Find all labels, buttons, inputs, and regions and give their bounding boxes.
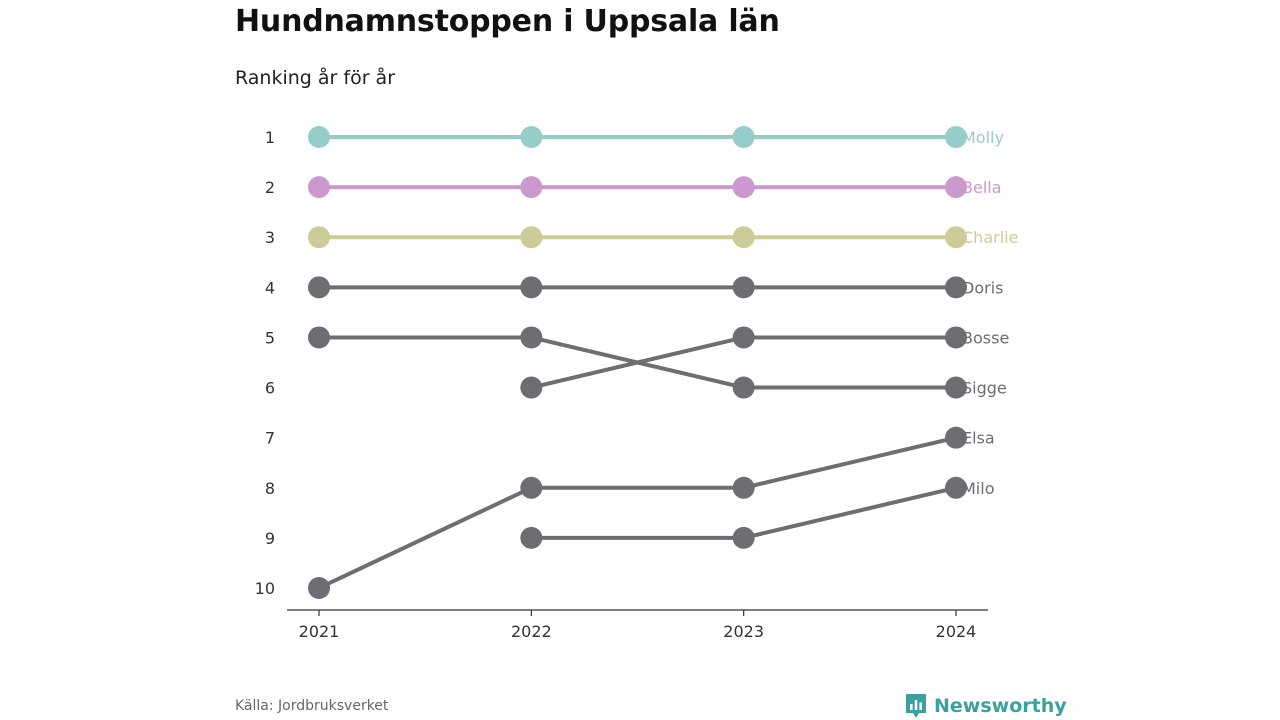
data-point-charlie bbox=[732, 226, 755, 249]
data-point-milo bbox=[732, 526, 755, 549]
y-axis-ticks: 1 2 3 4 5 6 7 8 9 10 bbox=[255, 128, 275, 598]
y-tick-label: 1 bbox=[265, 128, 275, 147]
data-point-bosse bbox=[945, 326, 967, 349]
data-point-milo bbox=[945, 476, 967, 499]
bump-chart: 1 2 3 4 5 6 7 8 9 10 2021 2022 2023 2024 Doris Bosse S… bbox=[255, 126, 1018, 641]
data-point-milo bbox=[520, 526, 543, 549]
y-tick-label: 10 bbox=[255, 579, 275, 598]
series-line-elsa bbox=[317, 435, 958, 590]
data-point-elsa bbox=[308, 577, 330, 599]
series-label-bosse: Bosse bbox=[962, 328, 1009, 347]
series-label-bella: Bella bbox=[962, 178, 1002, 197]
data-point-molly bbox=[308, 126, 330, 148]
x-axis: 2021 2022 2023 2024 bbox=[287, 609, 988, 641]
y-tick-label: 7 bbox=[265, 429, 275, 448]
x-tick-label: 2021 bbox=[299, 622, 340, 641]
data-point-molly bbox=[732, 126, 755, 148]
data-point-charlie bbox=[308, 226, 330, 249]
data-point-elsa bbox=[945, 426, 967, 449]
data-point-bella bbox=[520, 176, 543, 199]
brand-logo: Newsworthy bbox=[904, 692, 1067, 720]
y-tick-label: 3 bbox=[265, 228, 275, 247]
data-point-molly bbox=[520, 126, 543, 148]
x-tick-label: 2023 bbox=[723, 622, 764, 641]
y-tick-label: 4 bbox=[265, 278, 275, 297]
newsworthy-logo-icon bbox=[906, 694, 926, 718]
series-label-milo: Milo bbox=[962, 479, 994, 498]
series-label-molly: Molly bbox=[962, 128, 1004, 147]
data-point-bella bbox=[308, 176, 330, 199]
y-tick-label: 8 bbox=[265, 479, 275, 498]
series-points bbox=[308, 126, 967, 599]
series-line-sigge bbox=[317, 335, 958, 390]
data-point-doris bbox=[308, 276, 330, 299]
data-point-bella bbox=[945, 176, 967, 199]
x-tick-label: 2022 bbox=[511, 622, 552, 641]
data-point-sigge bbox=[732, 376, 755, 399]
x-tick-label: 2024 bbox=[936, 622, 977, 641]
series-label-sigge: Sigge bbox=[962, 379, 1007, 398]
source-note: Källa: Jordbruksverket bbox=[235, 698, 389, 714]
chart-subtitle: Ranking år för år bbox=[235, 67, 396, 89]
data-point-sigge bbox=[308, 326, 330, 349]
series-labels: Doris Bosse Sigge Elsa Milo Molly Bella Charlie bbox=[962, 128, 1018, 498]
y-tick-label: 6 bbox=[265, 379, 275, 398]
brand-name: Newsworthy bbox=[934, 695, 1067, 717]
y-tick-label: 9 bbox=[265, 529, 275, 548]
data-point-doris bbox=[520, 276, 543, 299]
series-label-charlie: Charlie bbox=[962, 228, 1018, 247]
data-point-sigge bbox=[520, 326, 543, 349]
data-point-charlie bbox=[945, 226, 967, 249]
chart-title: Hundnamnstoppen i Uppsala län bbox=[235, 4, 780, 39]
data-point-doris bbox=[732, 276, 755, 299]
y-tick-label: 2 bbox=[265, 178, 275, 197]
data-point-charlie bbox=[520, 226, 543, 249]
data-point-doris bbox=[945, 276, 967, 299]
y-tick-label: 5 bbox=[265, 328, 275, 347]
data-point-bosse bbox=[520, 376, 543, 399]
data-point-molly bbox=[945, 126, 967, 148]
series-label-doris: Doris bbox=[962, 278, 1003, 297]
series-lines bbox=[317, 135, 958, 590]
data-point-elsa bbox=[520, 476, 543, 499]
data-point-bosse bbox=[732, 326, 755, 349]
series-label-elsa: Elsa bbox=[962, 429, 995, 448]
data-point-elsa bbox=[732, 476, 755, 499]
data-point-bella bbox=[732, 176, 755, 199]
data-point-sigge bbox=[945, 376, 967, 399]
